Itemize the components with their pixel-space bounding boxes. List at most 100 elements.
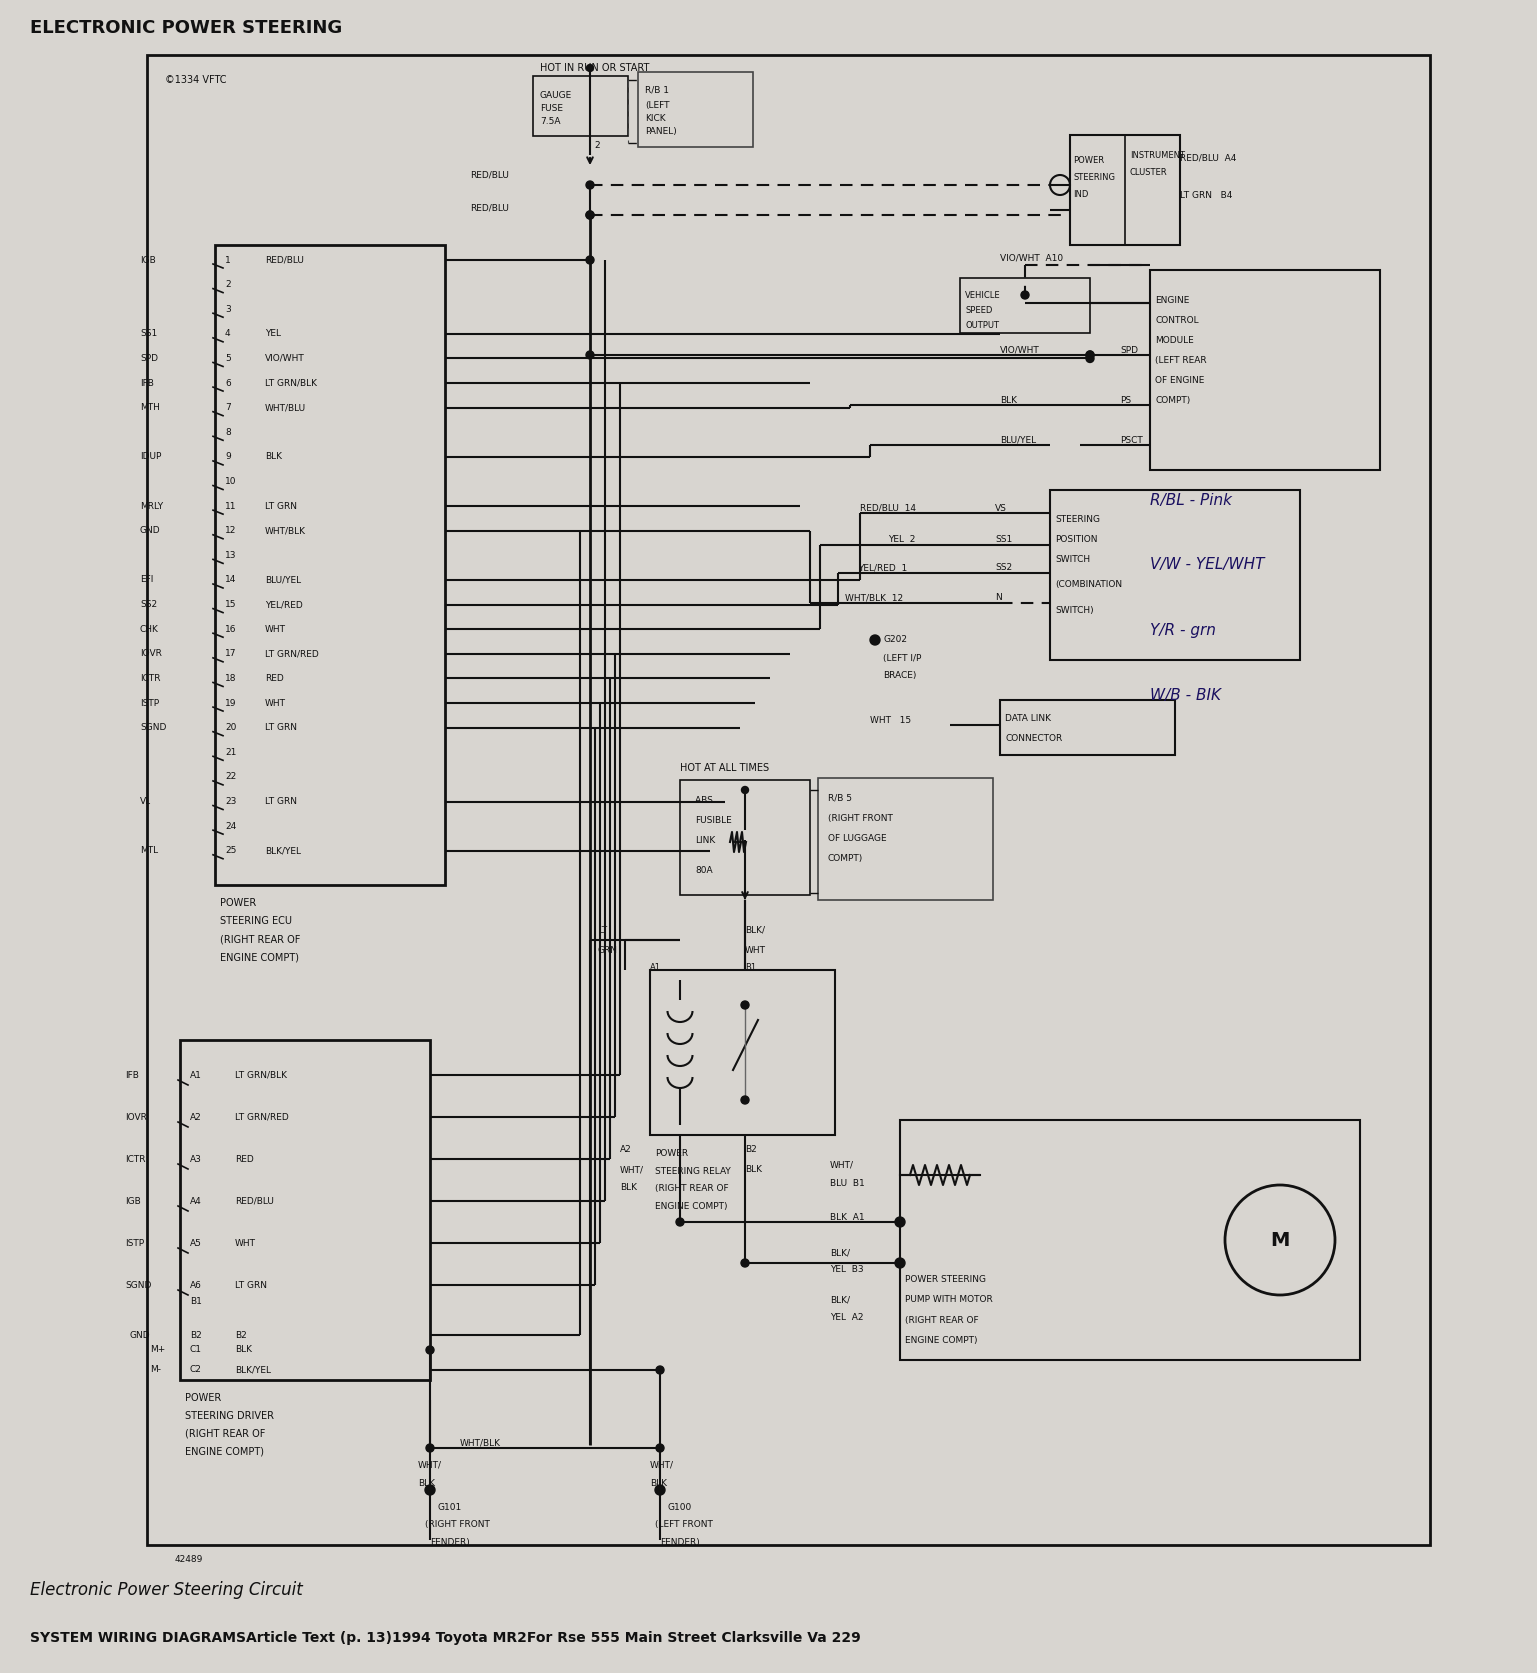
Text: LT GRN: LT GRN [264,723,297,733]
Text: G100: G100 [669,1504,692,1512]
Text: WHT   15: WHT 15 [870,716,911,724]
Text: MTL: MTL [140,847,158,855]
Text: DATA LINK: DATA LINK [1005,713,1051,723]
Text: 12: 12 [224,527,237,535]
Text: 2: 2 [224,279,231,289]
Text: VIO/WHT: VIO/WHT [1001,346,1039,355]
Text: RED/BLU: RED/BLU [235,1196,274,1206]
Text: Electronic Power Steering Circuit: Electronic Power Steering Circuit [31,1581,303,1599]
Text: SS1: SS1 [994,535,1013,544]
Circle shape [426,1444,433,1452]
Text: (LEFT I/P: (LEFT I/P [882,654,921,663]
Text: ENGINE: ENGINE [1154,296,1190,304]
Text: BLU  B1: BLU B1 [830,1178,865,1188]
Text: (LEFT REAR: (LEFT REAR [1154,355,1207,365]
Circle shape [741,1260,749,1266]
Text: R/BL - Pink: R/BL - Pink [1150,492,1233,507]
Text: LT GRN: LT GRN [264,502,297,510]
Text: OF ENGINE: OF ENGINE [1154,375,1205,385]
Text: (RIGHT REAR OF: (RIGHT REAR OF [220,934,300,944]
Text: BLK: BLK [1001,395,1017,405]
Text: A3: A3 [191,1154,201,1163]
Text: WHT: WHT [745,945,765,955]
Text: VEHICLE: VEHICLE [965,291,1001,299]
Bar [679,780,810,895]
Text: HOT IN RUN OR START: HOT IN RUN OR START [539,64,649,74]
Text: 7.5A: 7.5A [539,117,561,125]
Text: 14: 14 [224,576,237,584]
Text: WHT/: WHT/ [650,1461,675,1469]
Bar [638,72,753,147]
Text: ENGINE COMPT): ENGINE COMPT) [905,1335,978,1345]
Text: EFI: EFI [140,576,154,584]
Text: 6: 6 [224,378,231,388]
Text: ELECTRONIC POWER STEERING: ELECTRONIC POWER STEERING [31,18,343,37]
Text: ENGINE COMPT): ENGINE COMPT) [655,1203,727,1211]
Text: R/B 1: R/B 1 [646,85,669,94]
Text: 18: 18 [224,674,237,683]
Bar [1070,136,1180,244]
Text: CHK: CHK [140,624,158,634]
Circle shape [586,256,593,264]
Text: A2: A2 [619,1146,632,1154]
Text: PSCT: PSCT [1120,435,1142,445]
Text: CLUSTER: CLUSTER [1130,167,1168,176]
Text: IOVR: IOVR [140,649,161,659]
Circle shape [741,1096,749,1104]
Text: SYSTEM WIRING DIAGRAMSArticle Text (p. 13)1994 Toyota MR2For Rse 555 Main Street: SYSTEM WIRING DIAGRAMSArticle Text (p. 1… [31,1631,861,1645]
Circle shape [586,351,593,360]
Circle shape [741,786,749,793]
Text: ISTP: ISTP [140,699,160,708]
Text: LT GRN/RED: LT GRN/RED [264,649,318,659]
Text: (LEFT FRONT: (LEFT FRONT [655,1521,713,1529]
Text: COMPT): COMPT) [1154,395,1190,405]
Bar [1050,490,1300,661]
Text: A1: A1 [650,962,661,972]
Text: 5: 5 [224,355,231,363]
Text: IFB: IFB [140,378,154,388]
Bar [1150,269,1380,470]
Text: (RIGHT REAR OF: (RIGHT REAR OF [655,1184,729,1193]
Text: WHT/BLK: WHT/BLK [264,527,306,535]
Text: LT GRN   B4: LT GRN B4 [1180,191,1233,199]
Circle shape [1021,291,1028,299]
Text: POWER: POWER [220,898,257,908]
Circle shape [1087,355,1094,363]
Text: KICK: KICK [646,114,666,122]
Text: LT GRN: LT GRN [235,1280,267,1290]
Text: N: N [994,594,1002,602]
Text: 2: 2 [593,141,599,149]
Text: ISTP: ISTP [124,1238,144,1248]
Text: SS2: SS2 [994,564,1013,572]
Text: YEL/RED  1: YEL/RED 1 [858,564,907,572]
Text: 1: 1 [224,256,231,264]
Text: SPD: SPD [1120,346,1137,355]
Text: 9: 9 [224,452,231,462]
Text: GRN: GRN [598,945,618,955]
Text: IGB: IGB [124,1196,141,1206]
Text: BLK: BLK [264,452,281,462]
Text: R/B 5: R/B 5 [828,793,851,803]
Text: C1: C1 [191,1345,201,1355]
Text: GND: GND [131,1330,151,1340]
Text: (RIGHT FRONT: (RIGHT FRONT [828,813,893,823]
Text: POWER: POWER [655,1148,689,1158]
Text: STEERING: STEERING [1054,515,1100,525]
Text: IOVR: IOVR [124,1113,148,1121]
Text: PUMP WITH MOTOR: PUMP WITH MOTOR [905,1295,993,1305]
Text: ©1334 VFTC: ©1334 VFTC [164,75,226,85]
Bar [1001,699,1174,755]
Bar [180,1041,430,1380]
Text: ENGINE COMPT): ENGINE COMPT) [220,952,300,962]
Circle shape [426,1347,433,1353]
Text: LT GRN/BLK: LT GRN/BLK [235,1071,287,1079]
Text: YEL  A2: YEL A2 [830,1313,864,1322]
Text: FENDER): FENDER) [659,1537,699,1546]
Text: 13: 13 [224,550,237,560]
Text: IDUP: IDUP [140,452,161,462]
Text: A5: A5 [191,1238,201,1248]
Circle shape [655,1486,666,1496]
Text: PS: PS [1120,395,1131,405]
Text: B1: B1 [745,962,756,972]
Text: YEL/RED: YEL/RED [264,601,303,609]
